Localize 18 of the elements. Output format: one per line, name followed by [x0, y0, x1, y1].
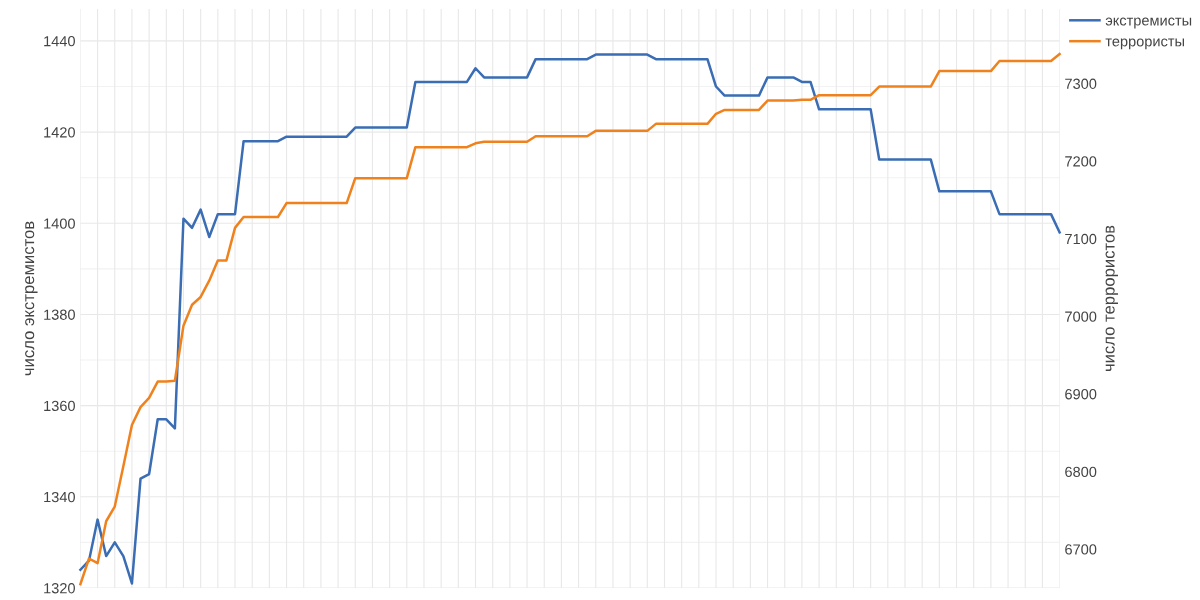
y2-axis-title: число террористов	[1105, 225, 1118, 372]
y2-tick-label: 7300	[1065, 78, 1097, 89]
y2-tick-label: 6800	[1065, 466, 1097, 478]
y-tick-label: 1340	[44, 491, 75, 503]
y2-tick-label: 6900	[1065, 389, 1097, 400]
y-tick-label: 1320	[44, 583, 75, 594]
y-tick-label: 1360	[44, 400, 75, 412]
y-tick-label: 1380	[44, 309, 75, 320]
y2-tick-label: 7100	[1065, 233, 1097, 245]
y2-tick-label: 7000	[1065, 311, 1097, 322]
legend-label: террористы	[1105, 38, 1184, 50]
y-axis-title: число экстремистов	[25, 221, 38, 376]
y-tick-label: 1400	[44, 218, 75, 229]
y-tick-label: 1420	[44, 127, 75, 138]
y2-tick-label: 7200	[1065, 156, 1097, 167]
y-tick-label: 1440	[44, 36, 75, 47]
legend-label: экстремисты	[1105, 17, 1192, 29]
y2-tick-label: 6700	[1065, 544, 1097, 555]
